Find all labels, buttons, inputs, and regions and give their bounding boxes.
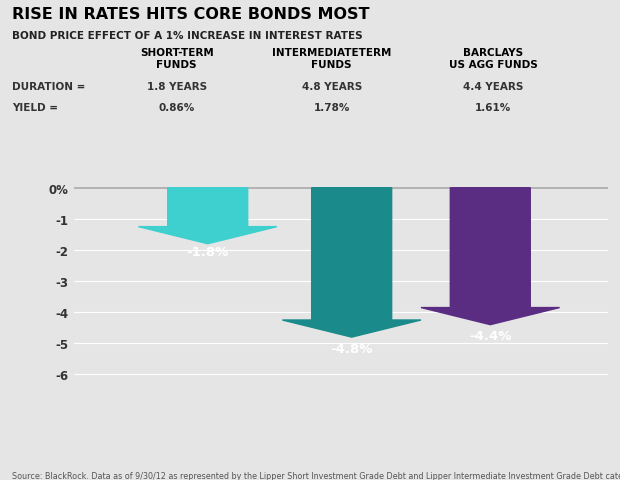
Text: 1.78%: 1.78% [314, 103, 350, 113]
Text: 0.86%: 0.86% [159, 103, 195, 113]
Text: 4.4 YEARS: 4.4 YEARS [463, 82, 523, 91]
Text: RISE IN RATES HITS CORE BONDS MOST: RISE IN RATES HITS CORE BONDS MOST [12, 7, 370, 22]
Text: SHORT-TERM
FUNDS: SHORT-TERM FUNDS [140, 48, 213, 71]
Text: -4.4%: -4.4% [469, 329, 512, 342]
Polygon shape [282, 188, 421, 337]
Text: BARCLAYS
US AGG FUNDS: BARCLAYS US AGG FUNDS [448, 48, 538, 71]
Polygon shape [138, 188, 277, 244]
Text: 4.8 YEARS: 4.8 YEARS [301, 82, 362, 91]
Text: Source: BlackRock. Data as of 9/30/12 as represented by the Lipper Short Investm: Source: BlackRock. Data as of 9/30/12 as… [12, 471, 620, 480]
Polygon shape [421, 188, 560, 325]
Text: -4.8%: -4.8% [330, 342, 373, 355]
Text: -1.8%: -1.8% [187, 245, 229, 259]
Text: INTERMEDIATETERM
FUNDS: INTERMEDIATETERM FUNDS [272, 48, 391, 71]
Text: YIELD =: YIELD = [12, 103, 58, 113]
Text: DURATION =: DURATION = [12, 82, 86, 91]
Text: BOND PRICE EFFECT OF A 1% INCREASE IN INTEREST RATES: BOND PRICE EFFECT OF A 1% INCREASE IN IN… [12, 31, 363, 41]
Text: 1.8 YEARS: 1.8 YEARS [147, 82, 206, 91]
Text: 1.61%: 1.61% [475, 103, 511, 113]
